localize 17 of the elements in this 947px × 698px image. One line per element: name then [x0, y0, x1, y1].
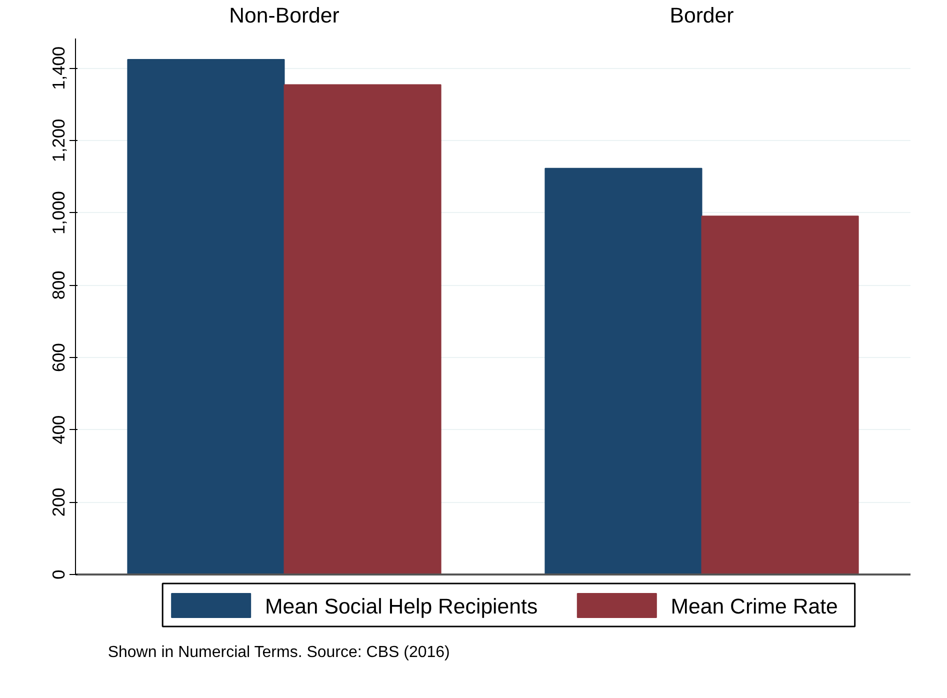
- y-tick-label: 1,200: [48, 118, 68, 162]
- y-tick-label: 400: [48, 415, 68, 444]
- text: Shown in Numercial Terms. Source: CBS (2016): [108, 644, 450, 661]
- bar: [127, 58, 285, 574]
- bar: [544, 168, 702, 574]
- y-tick-label: 1,000: [48, 191, 68, 235]
- y-tick-label: 200: [48, 488, 68, 517]
- bar: [284, 84, 442, 574]
- legend-label: Mean Social Help Recipients: [264, 594, 538, 618]
- y-tick-label: 1,400: [48, 46, 68, 90]
- y-tick-label: 600: [48, 343, 68, 372]
- x-tick-label: Border: [670, 4, 734, 28]
- legend-label: Mean Crime Rate: [670, 594, 838, 618]
- bar: [701, 216, 859, 574]
- y-tick-label: 0: [48, 570, 68, 580]
- x-tick-label: Non-Border: [229, 4, 340, 28]
- y-tick-label: 800: [48, 270, 68, 300]
